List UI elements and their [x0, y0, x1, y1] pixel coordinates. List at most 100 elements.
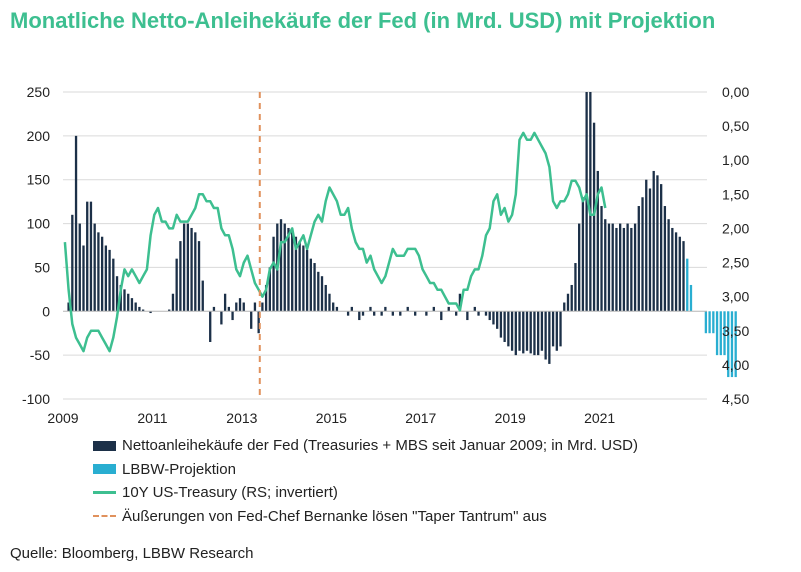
projection-bar [686, 258, 689, 312]
legend: Nettoanleihekäufe der Fed (Treasuries + … [93, 434, 638, 528]
fed-bar [678, 236, 681, 312]
x-tick-label: 2021 [584, 410, 615, 426]
fed-bar [589, 92, 592, 312]
fed-bar [529, 311, 532, 354]
fed-bar [220, 311, 223, 325]
right-tick-label: 3,50 [722, 323, 749, 339]
right-tick-label: 0,50 [722, 118, 749, 134]
right-tick-label: 2,00 [722, 220, 749, 236]
fed-bar [279, 219, 283, 312]
fed-bar [257, 311, 260, 334]
fed-bar [168, 309, 171, 312]
fed-bar [510, 311, 514, 351]
fed-bar [186, 223, 190, 312]
fed-bar [227, 306, 231, 312]
fed-bar [373, 311, 376, 316]
right-tick-label: 1,00 [722, 152, 749, 168]
fed-bar [544, 311, 547, 360]
fed-bar [537, 311, 540, 356]
fed-bar [201, 280, 204, 312]
fed-bar [320, 276, 324, 312]
left-tick-label: -50 [30, 347, 50, 363]
right-tick-label: 4,50 [722, 391, 749, 407]
fed-bar [324, 284, 327, 312]
legend-label-projection: LBBW-Projektion [122, 460, 236, 478]
left-tick-label: 250 [27, 84, 51, 100]
fed-bar [171, 293, 175, 312]
fed-bar [619, 223, 622, 312]
fed-bar [67, 302, 70, 312]
right-axis-ticks: 0,00 0,50 1,00 1,50 2,00 2,50 3,00 3,50 4,00 4,50 [722, 84, 749, 407]
right-tick-label: 2,50 [722, 255, 749, 271]
fed-bar [656, 175, 659, 312]
fed-bar [127, 293, 130, 312]
x-axis-ticks: 2009 2011 2013 2015 2017 2019 2021 [47, 410, 615, 426]
fed-bar [492, 311, 495, 325]
fed-bar [209, 311, 212, 342]
fed-bar [581, 197, 585, 312]
legend-swatch-fed [93, 440, 116, 451]
fed-bar [253, 302, 257, 312]
fed-bar [380, 311, 383, 316]
fed-purchase-bars [67, 92, 685, 364]
projection-bar [734, 311, 737, 378]
source-note: Quelle: Bloomberg, LBBW Research [10, 545, 254, 562]
fed-bar [615, 227, 618, 312]
fed-bar [182, 223, 186, 312]
fed-bar [637, 206, 640, 312]
legend-item-projection: LBBW-Projektion [93, 458, 638, 482]
fed-bar [414, 311, 417, 316]
projection-bar [712, 311, 715, 334]
fed-bar [458, 293, 462, 312]
fed-bar [525, 311, 529, 351]
fed-bar [611, 223, 614, 312]
fed-bar [138, 306, 141, 312]
chart-title-text: Monatliche Netto-Anleihekäufe der Fed (i… [10, 8, 716, 33]
left-axis-ticks: 250 200 150 100 50 0 -50 -100 [22, 84, 50, 407]
right-tick-label: 4,00 [722, 357, 749, 373]
fed-bar [74, 135, 78, 312]
fed-bar [384, 306, 387, 312]
fed-bar [78, 223, 81, 312]
fed-bar [596, 170, 599, 312]
fed-bar [555, 311, 558, 351]
fed-bar [592, 122, 596, 312]
fed-bar [660, 184, 663, 312]
fed-bar [607, 223, 611, 312]
fed-bar [671, 227, 674, 312]
fed-bar [652, 170, 655, 312]
left-tick-label: 50 [34, 259, 50, 275]
grid-lines [63, 91, 707, 400]
fed-bar [100, 236, 104, 312]
fed-bar [361, 311, 365, 316]
fed-bar [514, 311, 517, 356]
fed-bar [235, 302, 238, 312]
fed-bar [663, 206, 667, 312]
fed-bar [559, 311, 562, 347]
fed-bar [231, 311, 234, 321]
treasury-yield-line [63, 131, 607, 353]
fed-bar [578, 223, 581, 312]
fed-bar [305, 249, 309, 312]
fed-bar [313, 263, 316, 312]
fed-bar [71, 214, 74, 312]
projection-bar [723, 311, 726, 356]
fed-bar [197, 241, 201, 312]
fed-bar [242, 302, 245, 312]
fed-bar [328, 293, 331, 312]
fed-bar [674, 232, 678, 312]
left-tick-label: -100 [22, 391, 50, 407]
fed-bar [115, 276, 119, 312]
fed-bar [466, 311, 469, 321]
fed-bar [268, 267, 271, 312]
fed-bar [604, 219, 607, 312]
fed-bar [574, 263, 577, 312]
fed-bar [238, 298, 242, 312]
fed-bar [488, 311, 491, 321]
fed-bar [447, 306, 450, 312]
fed-bar [302, 245, 305, 312]
left-tick-label: 200 [27, 128, 51, 144]
fed-bar [540, 311, 544, 351]
fed-bar [261, 302, 264, 312]
fed-bar [391, 311, 394, 316]
